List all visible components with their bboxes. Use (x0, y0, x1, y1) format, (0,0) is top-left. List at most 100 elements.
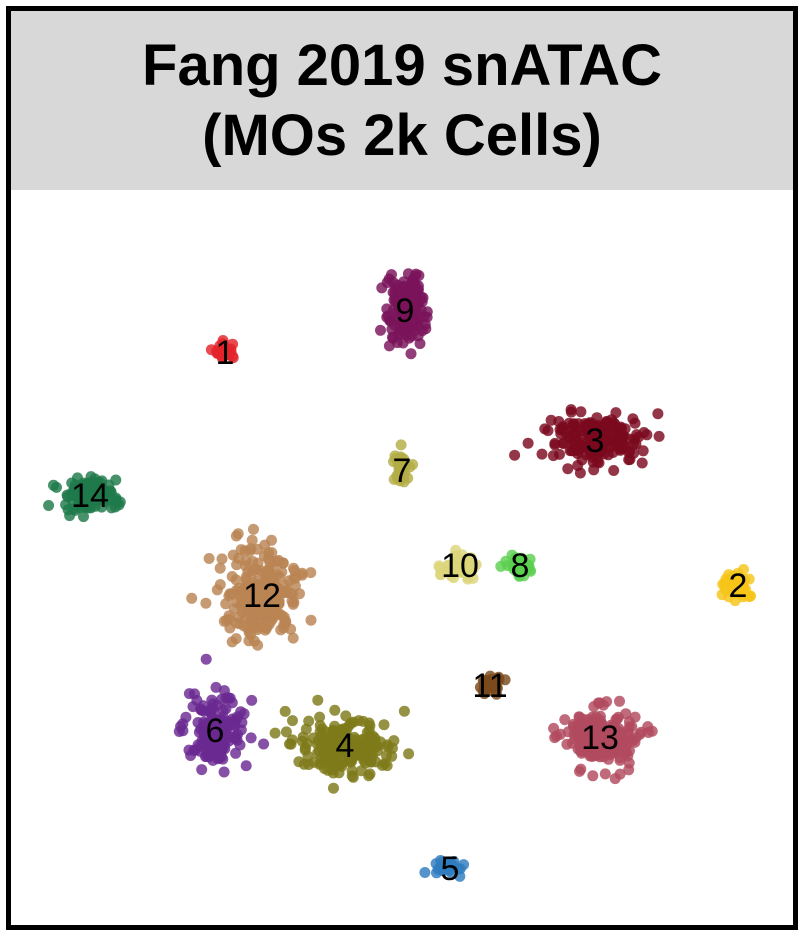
title-line-2: (MOs 2k Cells) (202, 102, 602, 168)
cluster-6-point (220, 692, 232, 704)
cluster-12-point (230, 574, 242, 586)
cluster-10-point (433, 560, 445, 572)
cluster-10-point (435, 569, 446, 581)
cluster-3-point (614, 443, 626, 455)
cluster-4-point (269, 727, 281, 739)
cluster-4-point (378, 719, 390, 731)
cluster-4-point (312, 694, 324, 706)
cluster-1-label: 1 (216, 334, 235, 372)
cluster-13-point (611, 724, 622, 735)
cluster-6-point (258, 738, 270, 750)
cluster-4-point (328, 782, 339, 794)
cluster-13-point (597, 725, 609, 737)
cluster-14-label: 14 (71, 477, 109, 515)
cluster-9-point (393, 327, 405, 339)
cluster-12-point (223, 613, 235, 625)
cluster-2-point (732, 567, 744, 579)
cluster-1-point (217, 338, 229, 350)
cluster-4-point (327, 767, 339, 779)
cluster-12-point (252, 639, 264, 651)
cluster-6-point (206, 694, 218, 706)
cluster-8-point (520, 564, 532, 576)
cluster-3-point (614, 431, 626, 443)
cluster-4-point (398, 705, 410, 717)
cluster-6-point (235, 724, 247, 736)
cluster-12-point (225, 588, 237, 600)
cluster-4-point (386, 742, 398, 754)
cluster-6-point (234, 739, 246, 751)
cluster-3-point (631, 429, 643, 441)
cluster-6-point (210, 681, 222, 693)
cluster-3-point (599, 435, 611, 447)
cluster-5-point (454, 870, 466, 882)
cluster-9-point (407, 308, 419, 320)
cluster-12-point (281, 585, 292, 597)
cluster-2-point (727, 586, 738, 598)
cluster-13-point (630, 731, 642, 743)
cluster-12-point (257, 588, 269, 600)
cluster-3-point (549, 439, 561, 451)
title-line-1: Fang 2019 snATAC (142, 32, 662, 98)
cluster-12-point (250, 578, 262, 590)
cluster-4-point (363, 725, 375, 737)
cluster-4-point (297, 731, 309, 743)
cluster-6-point (238, 708, 250, 720)
cluster-13-point (609, 773, 621, 785)
cluster-12-point (248, 523, 259, 535)
cluster-14-points (43, 471, 126, 523)
cluster-14-point (110, 474, 122, 486)
cluster-12-point (245, 629, 257, 641)
cluster-12-point (214, 562, 226, 574)
cluster-14-point (43, 500, 55, 511)
cluster-1-point (227, 338, 239, 350)
cluster-12-point (270, 595, 282, 606)
cluster-12-point (240, 555, 252, 567)
cluster-3-points (509, 404, 665, 479)
cluster-13-point (586, 725, 598, 737)
cluster-1-points (205, 335, 239, 364)
cluster-9-point (412, 330, 424, 342)
cluster-10-label: 10 (441, 547, 479, 585)
cluster-12-point (278, 622, 290, 634)
cluster-12-point (271, 581, 283, 593)
cluster-13-point (587, 770, 599, 782)
cluster-14-point (105, 485, 117, 497)
cluster-2-points (716, 564, 757, 607)
cluster-11-point (490, 681, 502, 693)
cluster-4-point (347, 771, 359, 783)
cluster-8-point (500, 555, 512, 567)
cluster-3-point (542, 425, 554, 437)
cluster-3-point (653, 430, 665, 442)
cluster-13-point (626, 721, 638, 733)
cluster-6-point (213, 722, 224, 734)
cluster-9-point (393, 287, 404, 299)
cluster-12-point (230, 633, 242, 645)
cluster-9-point (398, 276, 410, 288)
cluster-13-point (575, 741, 587, 753)
cluster-11-point (493, 671, 505, 683)
cluster-7-point (398, 453, 410, 465)
cluster-4-point (315, 729, 327, 741)
cluster-4-point (365, 749, 377, 761)
cluster-9-point (410, 288, 422, 300)
cluster-12-point (200, 597, 212, 609)
cluster-12-point (294, 588, 305, 600)
cluster-4-point (344, 756, 356, 768)
cluster-3-point (636, 457, 648, 469)
cluster-4-point (345, 717, 357, 729)
cluster-12-point (305, 567, 317, 579)
cluster-6-point (240, 760, 252, 772)
cluster-6-point (201, 748, 213, 760)
cluster-13-point (577, 713, 589, 725)
cluster-6-point (195, 703, 206, 715)
cluster-4-point (284, 738, 295, 750)
cluster-3-point (575, 406, 587, 418)
cluster-9-points (375, 268, 433, 360)
cluster-3-point (558, 437, 570, 449)
cluster-3-point (562, 463, 574, 475)
cluster-13-point (614, 754, 626, 766)
cluster-3-point (609, 418, 621, 430)
cluster-4-point (312, 747, 324, 759)
